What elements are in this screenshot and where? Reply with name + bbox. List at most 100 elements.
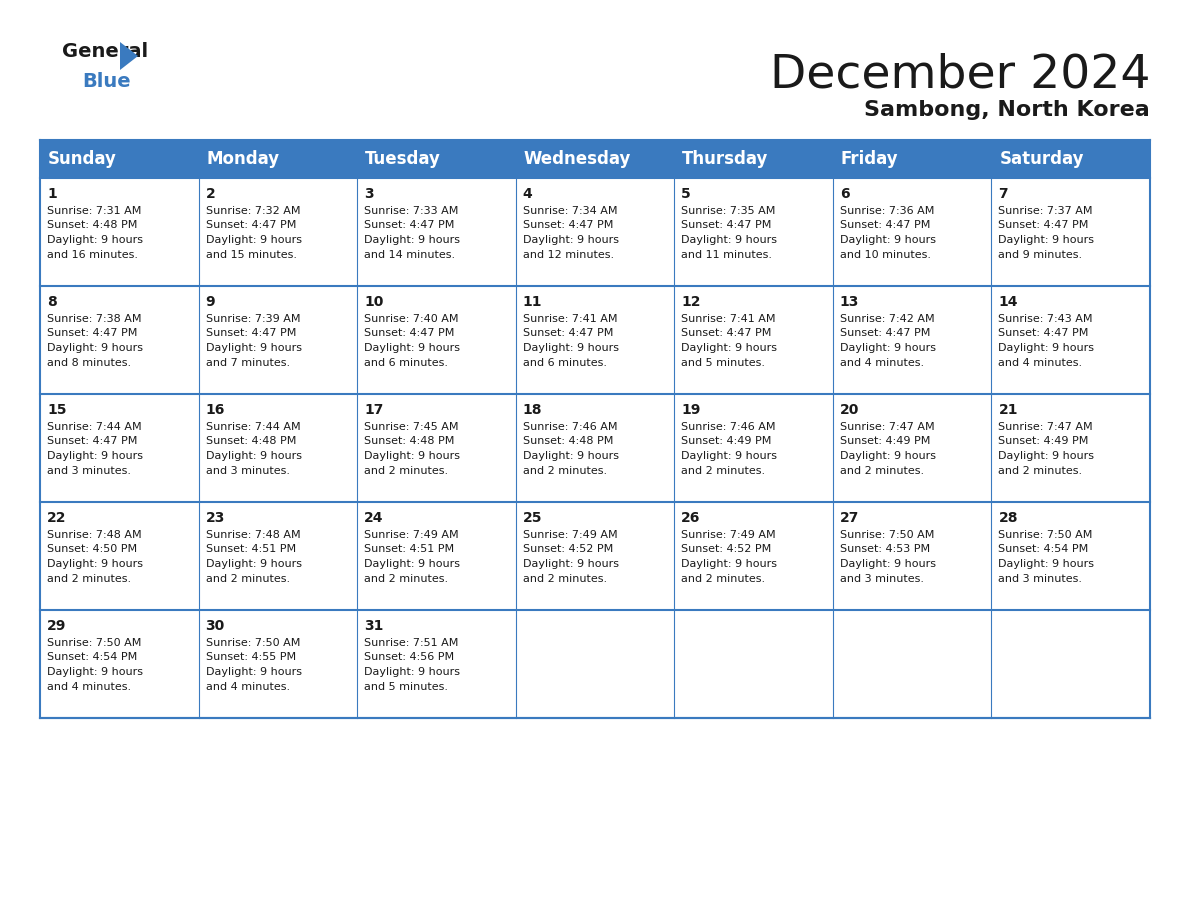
Text: Daylight: 9 hours: Daylight: 9 hours <box>365 667 460 677</box>
Text: Sunset: 4:47 PM: Sunset: 4:47 PM <box>365 329 455 339</box>
Text: 9: 9 <box>206 295 215 309</box>
Bar <box>40 286 198 394</box>
Text: Sunrise: 7:50 AM: Sunrise: 7:50 AM <box>48 638 141 648</box>
Text: Daylight: 9 hours: Daylight: 9 hours <box>48 667 143 677</box>
Text: and 3 minutes.: and 3 minutes. <box>206 465 290 476</box>
Text: Sunrise: 7:50 AM: Sunrise: 7:50 AM <box>206 638 299 648</box>
Text: Sunrise: 7:48 AM: Sunrise: 7:48 AM <box>206 530 301 540</box>
Bar <box>516 178 675 286</box>
Text: and 2 minutes.: and 2 minutes. <box>998 465 1082 476</box>
Text: Sunrise: 7:48 AM: Sunrise: 7:48 AM <box>48 530 141 540</box>
Text: Sunrise: 7:49 AM: Sunrise: 7:49 AM <box>523 530 618 540</box>
Text: Sunset: 4:47 PM: Sunset: 4:47 PM <box>998 220 1089 230</box>
Text: 3: 3 <box>365 187 374 201</box>
Bar <box>358 502 516 610</box>
Text: and 12 minutes.: and 12 minutes. <box>523 250 614 260</box>
Text: and 3 minutes.: and 3 minutes. <box>48 465 131 476</box>
Bar <box>992 610 1150 718</box>
Bar <box>675 502 833 610</box>
Text: Sunrise: 7:46 AM: Sunrise: 7:46 AM <box>523 422 618 432</box>
Text: Sunset: 4:52 PM: Sunset: 4:52 PM <box>523 544 613 554</box>
Text: and 15 minutes.: and 15 minutes. <box>206 250 297 260</box>
Text: Daylight: 9 hours: Daylight: 9 hours <box>365 343 460 353</box>
Text: and 2 minutes.: and 2 minutes. <box>365 574 448 584</box>
Bar <box>40 394 198 502</box>
Text: 27: 27 <box>840 511 859 525</box>
Text: 29: 29 <box>48 619 67 633</box>
Text: and 10 minutes.: and 10 minutes. <box>840 250 931 260</box>
Text: 23: 23 <box>206 511 225 525</box>
Text: Sunset: 4:49 PM: Sunset: 4:49 PM <box>840 436 930 446</box>
Text: Daylight: 9 hours: Daylight: 9 hours <box>206 235 302 245</box>
Text: 7: 7 <box>998 187 1009 201</box>
Bar <box>992 286 1150 394</box>
Bar <box>833 394 992 502</box>
Text: Sunset: 4:47 PM: Sunset: 4:47 PM <box>365 220 455 230</box>
Text: Daylight: 9 hours: Daylight: 9 hours <box>523 451 619 461</box>
Text: Daylight: 9 hours: Daylight: 9 hours <box>48 559 143 569</box>
Text: Daylight: 9 hours: Daylight: 9 hours <box>840 559 936 569</box>
Text: 14: 14 <box>998 295 1018 309</box>
Text: and 9 minutes.: and 9 minutes. <box>998 250 1082 260</box>
Text: and 8 minutes.: and 8 minutes. <box>48 357 131 367</box>
Text: Tuesday: Tuesday <box>365 150 441 168</box>
Text: Sunrise: 7:47 AM: Sunrise: 7:47 AM <box>998 422 1093 432</box>
Text: 8: 8 <box>48 295 57 309</box>
Bar <box>675 178 833 286</box>
Text: Daylight: 9 hours: Daylight: 9 hours <box>681 451 777 461</box>
Text: and 2 minutes.: and 2 minutes. <box>840 465 924 476</box>
Text: General: General <box>62 42 148 61</box>
Text: Sunset: 4:52 PM: Sunset: 4:52 PM <box>681 544 771 554</box>
Bar <box>516 286 675 394</box>
Bar <box>516 610 675 718</box>
Text: and 5 minutes.: and 5 minutes. <box>365 681 448 691</box>
Text: Sunrise: 7:31 AM: Sunrise: 7:31 AM <box>48 206 141 216</box>
Text: Sunset: 4:47 PM: Sunset: 4:47 PM <box>48 329 138 339</box>
Text: Sunset: 4:47 PM: Sunset: 4:47 PM <box>840 220 930 230</box>
Text: 6: 6 <box>840 187 849 201</box>
Text: Sunrise: 7:38 AM: Sunrise: 7:38 AM <box>48 314 141 324</box>
Text: 13: 13 <box>840 295 859 309</box>
Text: Sunrise: 7:37 AM: Sunrise: 7:37 AM <box>998 206 1093 216</box>
Text: and 2 minutes.: and 2 minutes. <box>523 574 607 584</box>
Bar <box>833 502 992 610</box>
Text: Sunset: 4:47 PM: Sunset: 4:47 PM <box>681 329 772 339</box>
Text: 21: 21 <box>998 403 1018 417</box>
Bar <box>198 286 358 394</box>
Text: and 4 minutes.: and 4 minutes. <box>48 681 131 691</box>
Bar <box>833 178 992 286</box>
Text: and 7 minutes.: and 7 minutes. <box>206 357 290 367</box>
Bar <box>358 394 516 502</box>
Text: Daylight: 9 hours: Daylight: 9 hours <box>998 343 1094 353</box>
Text: Sunrise: 7:49 AM: Sunrise: 7:49 AM <box>365 530 459 540</box>
Text: Daylight: 9 hours: Daylight: 9 hours <box>681 559 777 569</box>
Text: 15: 15 <box>48 403 67 417</box>
Bar <box>675 286 833 394</box>
Text: Sunset: 4:54 PM: Sunset: 4:54 PM <box>998 544 1088 554</box>
Text: Daylight: 9 hours: Daylight: 9 hours <box>840 343 936 353</box>
Text: Sunset: 4:51 PM: Sunset: 4:51 PM <box>365 544 454 554</box>
Text: Daylight: 9 hours: Daylight: 9 hours <box>681 235 777 245</box>
Text: and 4 minutes.: and 4 minutes. <box>840 357 924 367</box>
Text: Daylight: 9 hours: Daylight: 9 hours <box>998 451 1094 461</box>
Bar <box>992 394 1150 502</box>
Text: and 14 minutes.: and 14 minutes. <box>365 250 455 260</box>
Text: Daylight: 9 hours: Daylight: 9 hours <box>998 559 1094 569</box>
Text: Sunrise: 7:45 AM: Sunrise: 7:45 AM <box>365 422 459 432</box>
Text: Sunset: 4:48 PM: Sunset: 4:48 PM <box>365 436 455 446</box>
Text: Sunrise: 7:44 AM: Sunrise: 7:44 AM <box>48 422 141 432</box>
Text: and 11 minutes.: and 11 minutes. <box>681 250 772 260</box>
Text: Daylight: 9 hours: Daylight: 9 hours <box>365 559 460 569</box>
Bar <box>198 502 358 610</box>
Text: Daylight: 9 hours: Daylight: 9 hours <box>48 235 143 245</box>
Bar <box>516 394 675 502</box>
Text: 30: 30 <box>206 619 225 633</box>
Text: 26: 26 <box>681 511 701 525</box>
Text: Thursday: Thursday <box>682 150 769 168</box>
Text: and 6 minutes.: and 6 minutes. <box>523 357 607 367</box>
Bar <box>675 610 833 718</box>
Text: and 4 minutes.: and 4 minutes. <box>206 681 290 691</box>
Text: Sunset: 4:48 PM: Sunset: 4:48 PM <box>523 436 613 446</box>
Text: 4: 4 <box>523 187 532 201</box>
Text: Daylight: 9 hours: Daylight: 9 hours <box>206 343 302 353</box>
